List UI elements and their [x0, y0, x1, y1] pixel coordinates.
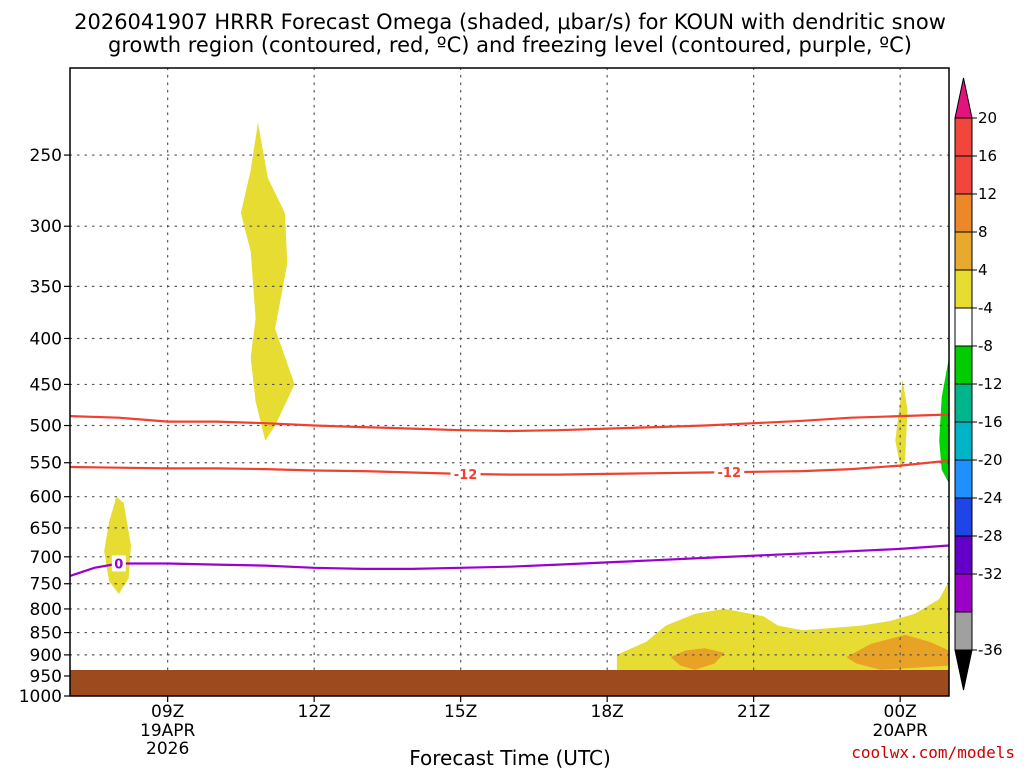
dgz-minus12-line — [70, 459, 949, 476]
omega-blob-0000z — [895, 380, 908, 470]
x-tick-date-00Z: 20APR — [873, 721, 929, 741]
y-tick-label-300: 300 — [30, 217, 62, 237]
colorbar-bin-5 — [954, 307, 973, 347]
colorbar-bin-13 — [954, 611, 973, 651]
y-tick-label-950: 950 — [30, 667, 62, 687]
colorbar-tick-label-8: -16 — [978, 413, 1003, 431]
omega-green-right-edge — [939, 357, 949, 484]
omega-blob-1100z — [240, 122, 295, 441]
colorbar-tick-label-10: -24 — [978, 489, 1003, 507]
y-tick-label-650: 650 — [30, 519, 62, 539]
x-tick-label-21Z: 21Z — [737, 702, 770, 722]
colorbar-tick-label-2: 12 — [978, 185, 997, 203]
freezing-level-0-label-bg-0 — [111, 555, 126, 572]
plot-inner: -12 -12 0 — [70, 68, 949, 696]
colorbar-bottom-triangle — [954, 649, 973, 691]
y-tick-label-1000: 1000 — [19, 687, 62, 707]
ground-band — [70, 670, 949, 696]
x-tick-date-09Z: 19APR — [140, 721, 196, 741]
colorbar-bin-7 — [954, 383, 973, 423]
x-axis-label: Forecast Time (UTC) — [409, 746, 611, 768]
y-tick-label-600: 600 — [30, 488, 62, 508]
freezing-level-0-label-0: 0 — [114, 557, 123, 572]
colorbar-bin-8 — [954, 421, 973, 461]
colorbar-tick-label-4: 4 — [978, 261, 988, 279]
y-tick-label-800: 800 — [30, 600, 62, 620]
plot-area: -12 -12 0 — [70, 68, 949, 696]
colorbar-tick-label-0: 20 — [978, 109, 997, 127]
x-tick-label-18Z: 18Z — [591, 702, 624, 722]
credit-text: coolwx.com/models — [851, 743, 1015, 762]
omega-orange-2300z — [846, 634, 949, 670]
chart-title-line2: growth region (contoured, red, ºC) and f… — [108, 33, 912, 57]
dgz-minus12-label-1: -12 — [718, 466, 742, 481]
colorbar-bin-2 — [954, 193, 973, 233]
y-tick-label-750: 750 — [30, 575, 62, 595]
chart-title-line1: 2026041907 HRRR Forecast Omega (shaded, … — [74, 10, 946, 34]
colorbar-bin-0 — [954, 117, 973, 157]
freezing-level-0-line — [70, 544, 949, 577]
colorbar-tick-label-6: -8 — [978, 337, 993, 355]
x-tick-label-00Z: 00Z — [884, 702, 917, 722]
colorbar-tick-label-3: 8 — [978, 223, 988, 241]
omega-blob-0630z — [104, 496, 131, 594]
y-tick-label-700: 700 — [30, 548, 62, 568]
y-tick-label-500: 500 — [30, 417, 62, 437]
colorbar-tick-label-9: -20 — [978, 451, 1003, 469]
colorbar-tick-label-5: -4 — [978, 299, 993, 317]
colorbar-bin-10 — [954, 497, 973, 537]
colorbar: 20 16 12 8 4 -4 -8 -12 -16 -20 -24 -28 -32 -36 — [954, 77, 1003, 691]
colorbar-tick-label-11: -28 — [978, 527, 1003, 545]
colorbar-tick-label-13: -36 — [978, 641, 1003, 659]
plot-frame — [69, 67, 950, 697]
colorbar-tick-label-1: 16 — [978, 147, 997, 165]
y-tick-label-350: 350 — [30, 277, 62, 297]
colorbar-bin-9 — [954, 459, 973, 499]
y-tick-label-400: 400 — [30, 329, 62, 349]
y-tick-label-450: 450 — [30, 375, 62, 395]
y-tick-label-550: 550 — [30, 454, 62, 474]
dgz-minus8-line — [70, 413, 949, 433]
x-tick-label-15Z: 15Z — [444, 702, 477, 722]
x-tick-label-12Z: 12Z — [298, 702, 331, 722]
dgz-minus12-label-bg-0 — [450, 465, 481, 482]
y-tick-label-250: 250 — [30, 146, 62, 166]
x-tick-year-09Z: 2026 — [146, 739, 189, 759]
y-tick-label-900: 900 — [30, 646, 62, 666]
dgz-minus12-label-0: -12 — [454, 468, 478, 483]
colorbar-bin-6 — [954, 345, 973, 385]
colorbar-bin-3 — [954, 231, 973, 271]
colorbar-tick-label-7: -12 — [978, 375, 1003, 393]
colorbar-bin-12 — [954, 573, 973, 613]
colorbar-top-triangle — [954, 77, 973, 119]
omega-orange-1900z — [670, 648, 725, 670]
colorbar-tick-label-12: -32 — [978, 565, 1003, 583]
dgz-minus12-label-bg-1 — [714, 464, 745, 481]
y-tick-label-850: 850 — [30, 624, 62, 644]
axes: 2503003504004505005506006507007508008509… — [19, 67, 950, 759]
colorbar-bin-4 — [954, 269, 973, 309]
x-tick-label-09Z: 09Z — [151, 702, 184, 722]
colorbar-bin-11 — [954, 535, 973, 575]
colorbar-bin-1 — [954, 155, 973, 195]
